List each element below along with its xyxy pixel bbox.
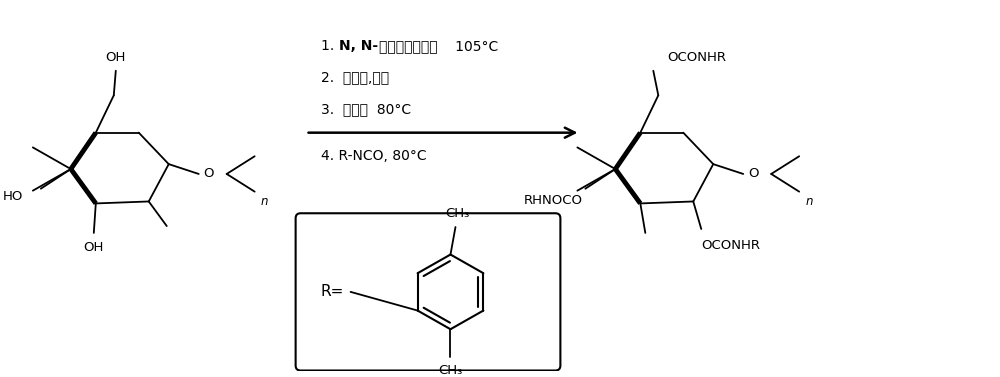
Text: n: n <box>261 195 268 208</box>
Text: RHNOCO: RHNOCO <box>524 194 583 207</box>
FancyBboxPatch shape <box>296 213 560 371</box>
Text: 二甲基乙酰胺，    105°C: 二甲基乙酰胺， 105°C <box>379 39 498 53</box>
Text: n: n <box>805 195 813 208</box>
Text: R=: R= <box>321 284 344 299</box>
Text: 4. R-NCO, 80°C: 4. R-NCO, 80°C <box>321 149 426 163</box>
Text: OCONHR: OCONHR <box>667 52 726 64</box>
Text: CH₃: CH₃ <box>445 207 470 220</box>
Text: CH₃: CH₃ <box>438 364 463 377</box>
Text: OH: OH <box>84 241 104 254</box>
Text: N, N-: N, N- <box>339 39 378 53</box>
Text: OH: OH <box>106 52 126 64</box>
Text: O: O <box>748 167 758 181</box>
Text: HO: HO <box>3 190 23 203</box>
Text: OCONHR: OCONHR <box>702 239 761 252</box>
Text: O: O <box>203 167 214 181</box>
Text: 2.  氯化锂,常温: 2. 氯化锂,常温 <box>321 70 389 85</box>
Text: 1.: 1. <box>321 39 338 53</box>
Text: 3.  吠啶，  80°C: 3. 吠啶， 80°C <box>321 102 411 116</box>
